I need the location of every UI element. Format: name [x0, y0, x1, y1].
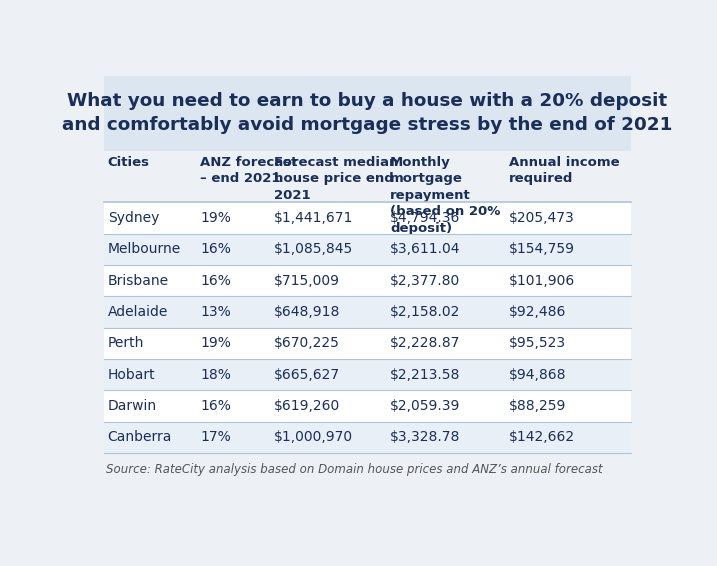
Text: $1,000,970: $1,000,970	[274, 431, 353, 444]
Text: $2,228.87: $2,228.87	[390, 336, 460, 350]
Text: $95,523: $95,523	[509, 336, 566, 350]
Bar	[103, 328, 632, 359]
Text: 19%: 19%	[200, 211, 231, 225]
Text: $94,868: $94,868	[509, 368, 566, 381]
Text: Hobart: Hobart	[108, 368, 156, 381]
Text: 19%: 19%	[200, 336, 231, 350]
Text: $142,662: $142,662	[509, 431, 575, 444]
Bar	[103, 151, 632, 202]
Text: $665,627: $665,627	[274, 368, 340, 381]
Text: $2,059.39: $2,059.39	[390, 399, 460, 413]
Text: $1,085,845: $1,085,845	[274, 242, 353, 256]
Text: $88,259: $88,259	[509, 399, 566, 413]
Text: 18%: 18%	[200, 368, 231, 381]
Text: Melbourne: Melbourne	[108, 242, 181, 256]
Text: $2,158.02: $2,158.02	[390, 305, 460, 319]
Text: $2,213.58: $2,213.58	[390, 368, 460, 381]
Text: 16%: 16%	[200, 273, 231, 288]
Text: 16%: 16%	[200, 242, 231, 256]
Text: Annual income
required: Annual income required	[509, 156, 619, 186]
Bar	[103, 359, 632, 391]
Text: 16%: 16%	[200, 399, 231, 413]
Text: Cities: Cities	[108, 156, 150, 169]
Text: ANZ forecast
– end 2021: ANZ forecast – end 2021	[200, 156, 298, 186]
Text: $648,918: $648,918	[274, 305, 341, 319]
Text: Sydney: Sydney	[108, 211, 159, 225]
Bar	[103, 391, 632, 422]
Text: $101,906: $101,906	[509, 273, 575, 288]
Text: Source: RateCity analysis based on Domain house prices and ANZ’s annual forecast: Source: RateCity analysis based on Domai…	[105, 463, 602, 476]
Text: $3,611.04: $3,611.04	[390, 242, 460, 256]
Text: $715,009: $715,009	[274, 273, 340, 288]
Text: Darwin: Darwin	[108, 399, 157, 413]
Text: $205,473: $205,473	[509, 211, 575, 225]
Text: What you need to earn to buy a house with a 20% deposit
and comfortably avoid mo: What you need to earn to buy a house wit…	[62, 92, 673, 134]
Bar	[103, 265, 632, 296]
Bar	[103, 234, 632, 265]
Text: Monthly
mortgage
repayment
(based on 20%
deposit): Monthly mortgage repayment (based on 20%…	[390, 156, 500, 235]
Bar	[103, 296, 632, 328]
Bar	[103, 202, 632, 234]
Text: Adelaide: Adelaide	[108, 305, 168, 319]
Text: $3,328.78: $3,328.78	[390, 431, 460, 444]
Text: Perth: Perth	[108, 336, 144, 350]
Text: 13%: 13%	[200, 305, 231, 319]
Text: 17%: 17%	[200, 431, 231, 444]
Text: Forecast median
house price end
2021: Forecast median house price end 2021	[274, 156, 399, 202]
Text: Brisbane: Brisbane	[108, 273, 169, 288]
Text: $1,441,671: $1,441,671	[274, 211, 353, 225]
Text: $619,260: $619,260	[274, 399, 341, 413]
Text: Canberra: Canberra	[108, 431, 172, 444]
Text: $2,377.80: $2,377.80	[390, 273, 460, 288]
Bar	[103, 76, 632, 151]
Text: $154,759: $154,759	[509, 242, 575, 256]
Bar	[103, 422, 632, 453]
Text: $4,794.36: $4,794.36	[390, 211, 460, 225]
Text: $92,486: $92,486	[509, 305, 566, 319]
Text: $670,225: $670,225	[274, 336, 340, 350]
